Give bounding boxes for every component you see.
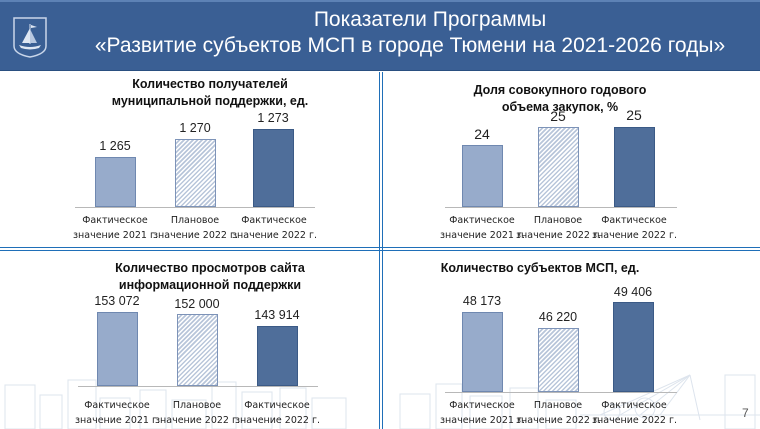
chart-title-line1: Количество просмотров сайта bbox=[115, 261, 305, 275]
bar-fact-2022 bbox=[257, 326, 298, 386]
bar-value-label: 143 914 bbox=[254, 308, 300, 322]
page-number: 7 bbox=[742, 406, 749, 420]
bar-value-label: 49 406 bbox=[613, 285, 653, 299]
bar-fact-2022 bbox=[614, 127, 655, 207]
bar-fact-2021 bbox=[462, 312, 503, 392]
bar-value-label: 48 173 bbox=[462, 294, 502, 308]
category-label: Плановое значение 2022 г. bbox=[516, 400, 601, 426]
x-axis-line bbox=[445, 207, 677, 208]
x-axis-line bbox=[445, 392, 677, 393]
bar-fact-2022 bbox=[253, 129, 294, 207]
bar-value-label: 24 bbox=[474, 126, 490, 142]
bar-fact-2022 bbox=[613, 302, 654, 392]
horizontal-divider bbox=[0, 247, 760, 251]
bar-fact-2021 bbox=[97, 312, 138, 386]
chart-title: Количество получателей муниципальной под… bbox=[60, 76, 360, 110]
slide-title-line2: «Развитие субъектов МСП в городе Тюмени … bbox=[94, 34, 726, 57]
bar-value-label: 153 072 bbox=[94, 294, 140, 308]
chart-title-line2: муниципальной поддержки, ед. bbox=[111, 94, 309, 108]
bar-value-label: 1 265 bbox=[99, 139, 131, 153]
chart-title: Количество субъектов МСП, ед. bbox=[420, 260, 660, 277]
category-label: Фактическое значение 2022 г. bbox=[592, 400, 677, 426]
category-label: Фактическое значение 2022 г. bbox=[592, 215, 677, 241]
bar-value-label: 46 220 bbox=[538, 310, 578, 324]
chart-title-line1: Количество субъектов МСП, ед. bbox=[440, 261, 640, 275]
category-label: Фактическое значение 2021 г. bbox=[73, 215, 158, 241]
bar-plan-2022 bbox=[538, 127, 579, 207]
bar-plan-2022 bbox=[177, 314, 218, 386]
bar-value-label: 25 bbox=[626, 107, 642, 123]
bar-value-label: 25 bbox=[550, 108, 566, 124]
bar-fact-2021 bbox=[95, 157, 136, 207]
category-label: Фактическое значение 2021 г. bbox=[440, 215, 525, 241]
city-skyline-background bbox=[4, 374, 760, 429]
category-label: Плановое значение 2022 г. bbox=[155, 400, 240, 426]
category-label: Фактическое значение 2021 г. bbox=[75, 400, 160, 426]
category-label: Плановое значение 2022 г. bbox=[153, 215, 238, 241]
chart-title: Количество просмотров сайта информационн… bbox=[60, 260, 360, 294]
bar-value-label: 152 000 bbox=[174, 297, 220, 311]
category-label: Фактическое значение 2022 г. bbox=[235, 400, 320, 426]
chart-title: Доля совокупного годового объема закупок… bbox=[420, 82, 700, 116]
category-label: Плановое значение 2022 г. bbox=[516, 215, 601, 241]
category-label: Фактическое значение 2022 г. bbox=[232, 215, 317, 241]
bar-plan-2022 bbox=[538, 328, 579, 392]
chart-title-line2: объема закупок, % bbox=[501, 100, 619, 114]
bar-fact-2021 bbox=[462, 145, 503, 207]
chart-title-line2: информационной поддержки bbox=[118, 278, 302, 292]
category-label: Фактическое значение 2021 г. bbox=[440, 400, 525, 426]
header-bottom-border bbox=[0, 70, 760, 71]
x-axis-line bbox=[78, 386, 318, 387]
slide-header: Показатели Программы «Развитие субъектов… bbox=[0, 0, 760, 70]
chart-title-line1: Количество получателей bbox=[132, 77, 288, 91]
city-coat-of-arms-icon bbox=[13, 17, 47, 58]
chart-title-line1: Доля совокупного годового bbox=[473, 83, 647, 97]
x-axis-line bbox=[75, 207, 315, 208]
slide-title-line1: Показатели Программы bbox=[313, 8, 547, 31]
bar-plan-2022 bbox=[175, 139, 216, 207]
bar-value-label: 1 270 bbox=[179, 121, 211, 135]
bar-value-label: 1 273 bbox=[257, 111, 289, 125]
